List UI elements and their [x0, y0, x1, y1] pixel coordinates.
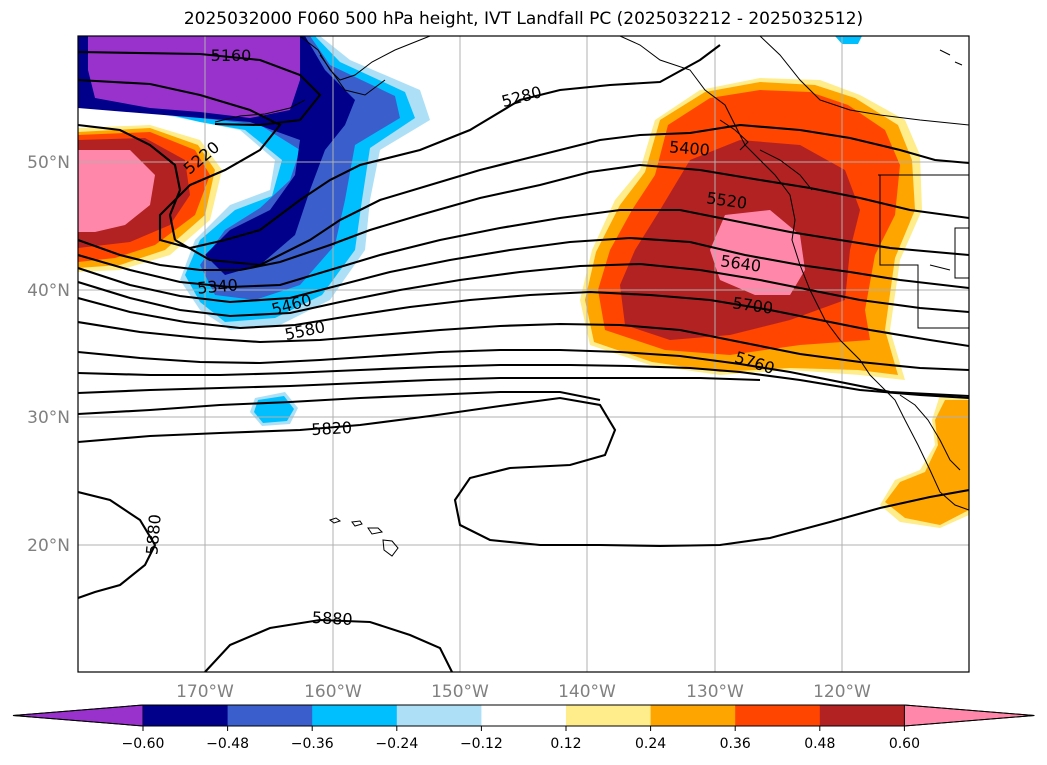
lat-label: 20°N — [27, 536, 70, 556]
map-frame — [77, 35, 970, 673]
colorbar-extend-low — [12, 704, 144, 727]
colorbar-tick-label: 0.60 — [889, 736, 920, 752]
lon-label: 160°W — [304, 682, 362, 702]
height-contours — [78, 44, 969, 672]
contour-label-5400: 5400 — [668, 137, 710, 159]
colorbar-segment — [819, 705, 905, 726]
ivt-pos-west-pink — [78, 150, 155, 232]
contour-label-5340: 5340 — [196, 275, 238, 297]
ivt-neg-top — [835, 36, 862, 44]
colorbar-tick-label: −0.60 — [122, 736, 165, 752]
hawaii-island — [382, 539, 399, 557]
contour-label-5880-south: 5880 — [311, 608, 353, 629]
contour-label-5820: 5820 — [311, 418, 353, 439]
colorbar: −0.60 −0.48 −0.36 −0.24 −0.12 0.12 0.24 0.36 0.4… — [12, 704, 1035, 752]
colorbar-segment — [650, 705, 736, 726]
map-title: 2025032000 F060 500 hPa height, IVT Land… — [183, 9, 864, 29]
contour-label-5880-west: 5880 — [142, 513, 164, 555]
colorbar-tick-label: 0.12 — [550, 736, 581, 752]
lon-label: 140°W — [558, 682, 616, 702]
lon-label: 130°W — [686, 682, 744, 702]
colorbar-tick-label: 0.24 — [635, 736, 666, 752]
colorbar-tick-label: −0.48 — [206, 736, 249, 752]
colorbar-tick-label: −0.36 — [291, 736, 334, 752]
hawaii-islands — [328, 517, 399, 557]
colorbar-tick-label: 0.48 — [804, 736, 835, 752]
hawaii-island — [351, 520, 363, 527]
hawaii-island — [328, 517, 342, 524]
colorbar-tick-label: −0.24 — [375, 736, 418, 752]
lon-labels: 170°W 160°W 150°W 140°W 130°W 120°W — [176, 682, 871, 702]
hawaii-island — [367, 527, 384, 535]
colorbar-segment — [143, 705, 229, 726]
colorbar-tick-label: −0.12 — [460, 736, 503, 752]
lat-label: 40°N — [27, 281, 70, 301]
coastlines — [214, 36, 969, 511]
colorbar-segment — [227, 705, 313, 726]
lat-label: 30°N — [27, 408, 70, 428]
colorbar-segment — [735, 705, 821, 726]
lon-label: 150°W — [431, 682, 489, 702]
contour-label-5280: 5280 — [499, 82, 543, 111]
graticule — [78, 36, 969, 672]
colorbar-segment — [312, 705, 398, 726]
lon-label: 170°W — [176, 682, 234, 702]
colorbar-tick-label: 0.36 — [720, 736, 751, 752]
ivt-neg-purple — [88, 36, 300, 118]
lon-label: 120°W — [813, 682, 871, 702]
colorbar-segment — [481, 705, 567, 726]
lat-label: 50°N — [27, 153, 70, 173]
colorbar-segment — [566, 705, 652, 726]
contour-label-5160: 5160 — [211, 46, 252, 65]
colorbar-extend-high — [903, 704, 1035, 727]
colorbar-segment — [396, 705, 482, 726]
lat-labels: 50°N 40°N 30°N 20°N — [27, 153, 70, 556]
